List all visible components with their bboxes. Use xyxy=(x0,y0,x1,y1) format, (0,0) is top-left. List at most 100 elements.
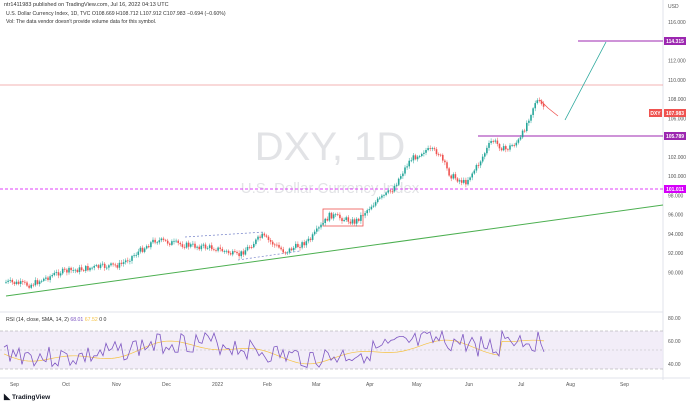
candle-body xyxy=(141,247,144,252)
candle-body xyxy=(433,148,436,150)
volume-note: Vol: The data vendor doesn't provide vol… xyxy=(6,18,157,25)
candle-body xyxy=(305,241,308,246)
candle-body xyxy=(206,247,209,249)
candle-body xyxy=(211,245,213,250)
price-tick-label: 116.000 xyxy=(668,20,686,26)
candle-body xyxy=(439,154,442,156)
rsi-legend: RSI (14, close, SMA, 14, 2) 68.01 67.52 … xyxy=(6,317,106,323)
candle-body xyxy=(387,190,389,193)
candles-group xyxy=(5,97,545,290)
candle-body xyxy=(253,243,255,248)
candle-body xyxy=(454,174,457,179)
candle-body xyxy=(414,155,417,160)
candle-body xyxy=(15,281,18,284)
candle-body xyxy=(261,233,263,238)
current-price-text: 107.983 xyxy=(666,111,684,117)
candle-body xyxy=(219,247,221,249)
rsi-sma-value: 67.52 xyxy=(84,317,98,323)
time-tick-label: Dec xyxy=(162,382,171,388)
candle-body xyxy=(301,242,303,248)
candle-body xyxy=(257,236,259,240)
candle-body xyxy=(87,266,89,271)
candle-body xyxy=(26,282,28,286)
candle-body xyxy=(278,244,280,248)
candle-body xyxy=(347,217,350,222)
candle-body xyxy=(276,244,278,246)
candle-body xyxy=(152,239,154,243)
candle-body xyxy=(385,192,387,196)
candle-body xyxy=(204,244,207,249)
candle-body xyxy=(416,156,419,160)
candle-body xyxy=(49,276,51,280)
candle-body xyxy=(372,205,375,207)
candle-body xyxy=(131,256,133,261)
candle-body xyxy=(227,250,230,254)
candle-body xyxy=(486,147,488,154)
candle-body xyxy=(80,267,83,271)
candle-body xyxy=(469,177,471,180)
candle-body xyxy=(456,178,459,182)
candle-body xyxy=(379,197,381,199)
candle-body xyxy=(282,249,284,253)
time-tick-label: 2022 xyxy=(212,382,223,388)
candle-body xyxy=(393,185,396,192)
candle-body xyxy=(542,103,545,107)
candle-body xyxy=(366,210,368,214)
candle-body xyxy=(143,248,146,252)
candle-body xyxy=(5,281,7,283)
candle-body xyxy=(213,249,215,251)
consolidation-box xyxy=(322,208,364,227)
candle-body xyxy=(431,148,434,149)
candle-body xyxy=(351,219,354,224)
candle-body xyxy=(95,265,98,266)
candle-body xyxy=(110,263,112,266)
candle-body xyxy=(536,100,539,104)
candle-body xyxy=(229,253,232,255)
currency-label: USD xyxy=(668,4,679,10)
ohlc-line: U.S. Dollar Currency Index, 1D, TVC O108… xyxy=(6,11,226,17)
time-tick-label: Jun xyxy=(465,382,473,388)
target-tag: 114.315 xyxy=(664,37,686,45)
candle-body xyxy=(164,239,167,241)
level1-tag-text: 101.011 xyxy=(666,187,684,193)
tradingview-logo[interactable]: ◣ TradingView xyxy=(4,392,50,401)
candle-body xyxy=(112,263,114,265)
candle-body xyxy=(200,245,203,250)
candle-body xyxy=(137,251,140,255)
candle-body xyxy=(181,244,184,247)
candle-body xyxy=(425,149,427,153)
trend-line xyxy=(5,204,664,297)
candle-body xyxy=(412,155,415,161)
candle-body xyxy=(339,214,341,219)
candle-body xyxy=(101,263,104,265)
level1-tag: 101.011 xyxy=(664,185,686,193)
candle-body xyxy=(297,243,299,248)
pattern-lower-line xyxy=(237,250,301,261)
candle-body xyxy=(498,143,501,149)
rsi-tick-label: 40.00 xyxy=(668,362,681,368)
candle-body xyxy=(320,224,322,228)
candle-body xyxy=(150,242,152,248)
candle-body xyxy=(259,236,261,238)
candle-body xyxy=(496,140,499,144)
price-tick-label: 100.000 xyxy=(668,174,686,180)
candle-body xyxy=(269,239,272,242)
candle-body xyxy=(505,146,507,150)
candle-body xyxy=(395,184,398,186)
candle-body xyxy=(68,267,70,273)
time-axis: Sep Oct Nov Dec 2022 Feb Mar Apr May Jun Jul Aug Sep xyxy=(10,382,629,388)
candle-body xyxy=(532,108,534,115)
candle-body xyxy=(309,238,312,240)
candle-body xyxy=(295,243,297,248)
candle-body xyxy=(263,233,266,236)
candle-body xyxy=(108,265,110,268)
candle-body xyxy=(166,240,169,244)
candle-body xyxy=(242,251,245,255)
candle-body xyxy=(238,253,240,257)
candle-body xyxy=(236,251,238,254)
time-tick-label: May xyxy=(412,382,422,388)
candle-body xyxy=(402,173,404,177)
candle-body xyxy=(322,223,324,225)
candle-body xyxy=(450,175,452,179)
